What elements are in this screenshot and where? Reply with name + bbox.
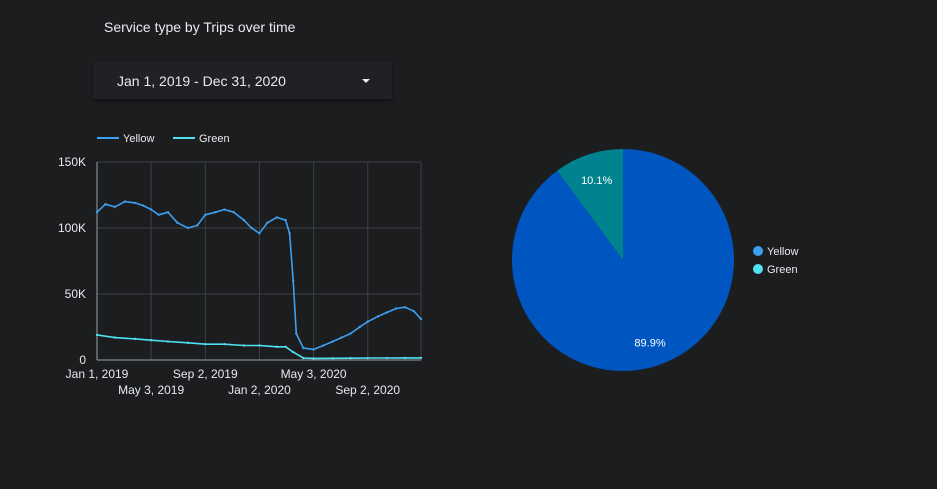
chart-title: Service type by Trips over time	[104, 19, 296, 35]
legend-label: Green	[767, 264, 798, 276]
data-point-yellow	[275, 216, 278, 219]
data-point-green	[242, 344, 246, 347]
data-point-yellow	[419, 317, 423, 321]
line-chart: 0 50K 100K 150K Jan 1, 2019 Sep 2, 2019 May 3,…	[58, 133, 423, 397]
legend-dot-icon	[753, 246, 763, 256]
data-point-yellow	[358, 325, 361, 329]
data-point-yellow	[340, 336, 343, 339]
data-point-green	[366, 356, 369, 360]
data-point-yellow	[284, 218, 287, 222]
legend-dot-icon	[753, 264, 763, 274]
data-point-yellow	[366, 320, 369, 323]
pie-slice-yellow[interactable]	[511, 149, 734, 371]
y-tick-label: 0	[79, 353, 86, 367]
date-range-picker[interactable]: Jan 1, 2019 - Dec 31, 2020	[93, 62, 392, 99]
pie-slice-label: 10.1%	[581, 175, 612, 187]
data-point-yellow	[157, 213, 160, 216]
data-point-yellow	[394, 307, 398, 310]
legend-label: Yellow	[767, 246, 798, 258]
data-point-green	[291, 350, 295, 354]
y-tick-label: 50K	[65, 287, 86, 301]
data-point-green	[331, 357, 334, 360]
x-tick-label: Jan 1, 2019	[66, 367, 129, 381]
data-point-yellow	[312, 348, 315, 351]
caret-down-icon[interactable]	[362, 78, 370, 83]
data-point-yellow	[403, 306, 407, 309]
data-point-green	[149, 339, 153, 342]
data-point-yellow	[104, 203, 107, 206]
data-point-yellow	[322, 344, 325, 347]
data-point-green	[258, 344, 261, 347]
data-point-yellow	[186, 226, 190, 230]
data-point-yellow	[214, 210, 217, 214]
pie-legend-item-yellow[interactable]: Yellow	[753, 246, 798, 258]
data-point-yellow	[123, 200, 127, 203]
legend-item-yellow[interactable]: Yellow	[97, 133, 154, 145]
data-point-yellow	[258, 232, 261, 235]
pie-chart: 89.9% 10.1% Yellow Green	[511, 149, 798, 371]
data-point-yellow	[288, 232, 291, 235]
data-point-green	[419, 356, 423, 360]
data-point-green	[275, 345, 278, 348]
data-point-yellow	[223, 208, 226, 211]
data-point-yellow	[242, 218, 246, 222]
pie-legend-item-green[interactable]: Green	[753, 264, 798, 276]
data-point-green	[95, 333, 99, 337]
data-point-yellow	[232, 210, 235, 214]
pie-slice-label: 89.9%	[634, 337, 665, 349]
data-point-yellow	[133, 201, 137, 205]
data-point-yellow	[141, 204, 145, 207]
legend-label: Yellow	[123, 133, 154, 145]
data-point-yellow	[412, 309, 416, 313]
y-tick-label: 150K	[58, 155, 86, 169]
legend-item-green[interactable]: Green	[173, 133, 230, 145]
data-point-yellow	[266, 221, 269, 224]
data-point-green	[385, 356, 389, 360]
data-point-green	[133, 337, 137, 341]
x-tick-label: May 3, 2020	[281, 367, 347, 381]
data-point-yellow	[176, 221, 179, 224]
data-point-green	[166, 340, 170, 343]
data-point-yellow	[204, 213, 207, 216]
data-point-yellow	[302, 346, 305, 350]
data-point-yellow	[385, 311, 389, 314]
data-point-green	[403, 356, 407, 360]
y-tick-label: 100K	[58, 221, 86, 235]
data-point-green	[186, 341, 190, 345]
data-point-green	[284, 345, 287, 348]
x-tick-label: Jan 2, 2020	[228, 383, 291, 397]
x-tick-label: May 3, 2019	[118, 383, 184, 397]
data-point-yellow	[291, 279, 295, 282]
x-tick-label: Sep 2, 2020	[335, 383, 400, 397]
data-point-green	[113, 336, 116, 339]
x-tick-label: Sep 2, 2019	[173, 367, 238, 381]
data-point-green	[204, 342, 207, 346]
data-point-yellow	[331, 340, 334, 343]
data-point-yellow	[295, 332, 298, 335]
data-point-yellow	[349, 332, 352, 335]
data-point-green	[349, 356, 352, 360]
data-point-yellow	[95, 210, 99, 214]
data-point-green	[302, 356, 305, 360]
legend-label: Green	[199, 133, 230, 145]
data-point-green	[223, 342, 226, 346]
data-point-yellow	[166, 210, 170, 214]
data-point-yellow	[196, 224, 199, 227]
data-point-green	[312, 357, 315, 360]
pie-slice-green[interactable]	[557, 149, 623, 260]
data-point-yellow	[149, 208, 153, 211]
data-point-yellow	[113, 205, 116, 209]
date-range-value: Jan 1, 2019 - Dec 31, 2020	[117, 72, 286, 89]
data-point-yellow	[376, 315, 380, 318]
data-point-yellow	[250, 226, 253, 230]
